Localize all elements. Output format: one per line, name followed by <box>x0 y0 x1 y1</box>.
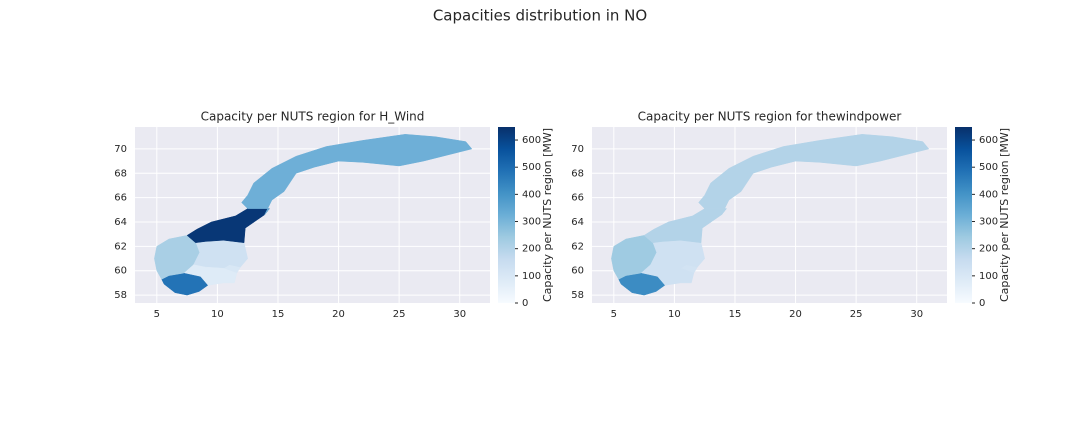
colorbar <box>955 127 972 303</box>
y-tick-label: 70 <box>114 144 127 155</box>
colorbar-tick-label: 0 <box>522 298 528 309</box>
x-tick-label: 10 <box>668 309 681 320</box>
y-tick-label: 68 <box>571 168 584 179</box>
x-tick-label: 5 <box>611 309 617 320</box>
y-tick-label: 66 <box>571 193 584 204</box>
colorbar-tick-label: 100 <box>522 271 541 282</box>
colorbar-tick-label: 0 <box>979 298 985 309</box>
y-tick-label: 62 <box>114 241 127 252</box>
colorbar-tick-label: 200 <box>522 244 541 255</box>
chart-title: Capacity per NUTS region for thewindpowe… <box>638 110 902 124</box>
x-tick-label: 15 <box>272 309 285 320</box>
region <box>241 134 473 215</box>
x-tick-label: 5 <box>154 309 160 320</box>
colorbar-label: Capacity per NUTS region [MW] <box>541 128 554 302</box>
x-tick-label: 30 <box>910 309 923 320</box>
x-tick-label: 25 <box>850 309 863 320</box>
x-tick-label: 25 <box>393 309 406 320</box>
colorbar-label: Capacity per NUTS region [MW] <box>998 128 1011 302</box>
colorbar-tick-label: 600 <box>979 135 998 146</box>
colorbar-tick-label: 400 <box>522 189 541 200</box>
x-tick-label: 30 <box>453 309 466 320</box>
y-tick-label: 58 <box>571 290 584 301</box>
chart-title: Capacity per NUTS region for H_Wind <box>201 110 425 124</box>
x-tick-label: 20 <box>789 309 802 320</box>
y-tick-label: 60 <box>571 266 584 277</box>
y-tick-label: 62 <box>571 241 584 252</box>
colorbar-tick-label: 200 <box>979 244 998 255</box>
y-tick-label: 64 <box>571 217 584 228</box>
colorbar-tick-label: 300 <box>522 217 541 228</box>
colorbar-tick-label: 500 <box>979 162 998 173</box>
colorbar <box>498 127 515 303</box>
colorbar-tick-label: 100 <box>979 271 998 282</box>
y-tick-label: 68 <box>114 168 127 179</box>
colorbar-tick-label: 300 <box>979 217 998 228</box>
colorbar-tick-label: 400 <box>979 189 998 200</box>
x-tick-label: 20 <box>332 309 345 320</box>
region <box>698 134 930 215</box>
y-tick-label: 70 <box>571 144 584 155</box>
colorbar-tick-label: 600 <box>522 135 541 146</box>
y-tick-label: 60 <box>114 266 127 277</box>
y-tick-label: 58 <box>114 290 127 301</box>
figure-title: Capacities distribution in NO <box>433 7 647 25</box>
y-tick-label: 66 <box>114 193 127 204</box>
colorbar-tick-label: 500 <box>522 162 541 173</box>
x-tick-label: 10 <box>211 309 224 320</box>
region <box>649 240 705 269</box>
x-tick-label: 15 <box>729 309 742 320</box>
y-tick-label: 64 <box>114 217 127 228</box>
region <box>192 240 248 269</box>
